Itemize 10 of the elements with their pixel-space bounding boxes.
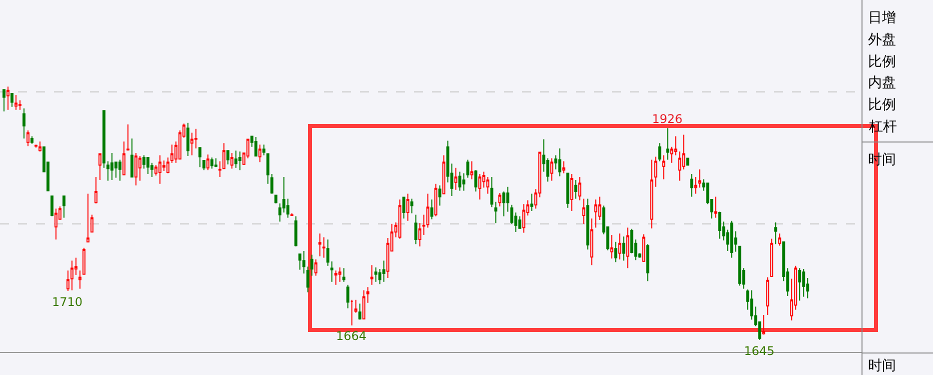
annotation: 1664 [336,329,367,343]
annotation: 1926 [652,112,683,126]
annotation: 1710 [52,295,83,309]
text: 外盘 [868,32,896,48]
text: 比例 [868,97,896,113]
text: 内盘 [868,75,896,91]
text: 日增 [868,10,896,26]
text: 时间 [868,358,896,374]
text: 比例 [868,54,896,70]
annotation: 1645 [744,344,775,358]
